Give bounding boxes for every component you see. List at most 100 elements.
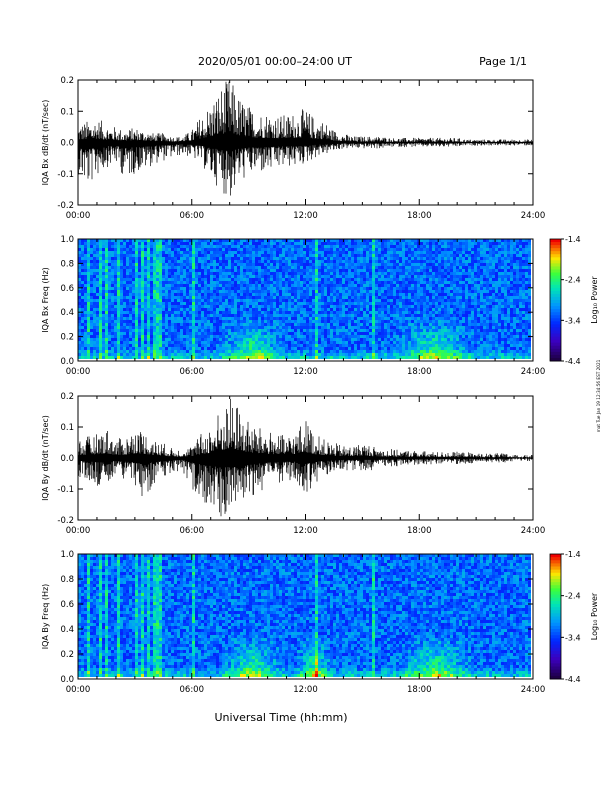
- spectrogram-cell: [351, 317, 354, 320]
- spectrogram-cell: [204, 323, 207, 326]
- spectrogram-cell: [327, 308, 330, 311]
- spectrogram-cell: [180, 287, 183, 290]
- spectrogram-cell: [411, 257, 414, 260]
- spectrogram-cell: [429, 326, 432, 329]
- spectrogram-cell: [159, 302, 162, 305]
- spectrogram-cell: [441, 290, 444, 293]
- spectrogram-cell: [177, 254, 180, 257]
- spectrogram-cell: [351, 311, 354, 314]
- spectrogram-cell: [270, 272, 273, 275]
- spectrogram-cell: [345, 272, 348, 275]
- spectrogram-cell: [429, 311, 432, 314]
- spectrogram-cell: [417, 326, 420, 329]
- spectrogram-cell: [393, 293, 396, 296]
- spectrogram-cell: [405, 314, 408, 317]
- spectrogram-cell: [189, 251, 192, 254]
- spectrogram-cell: [318, 335, 321, 338]
- spectrogram-cell: [342, 299, 345, 302]
- spectrogram-cell: [258, 338, 261, 341]
- spectrogram-cell: [420, 251, 423, 254]
- spectrogram-cell: [168, 311, 171, 314]
- spectrogram-cell: [141, 326, 144, 329]
- spectrogram-cell: [336, 278, 339, 281]
- spectrogram-cell: [444, 320, 447, 323]
- spectrogram-cell: [420, 350, 423, 353]
- spectrogram-cell: [186, 245, 189, 248]
- spectrogram-cell: [432, 305, 435, 308]
- spectrogram-cell: [153, 329, 156, 332]
- spectrogram-cell: [351, 350, 354, 353]
- spectrogram-cell: [441, 248, 444, 251]
- spectrogram-cell: [420, 329, 423, 332]
- spectrogram-cell: [279, 305, 282, 308]
- spectrogram-cell: [363, 251, 366, 254]
- spectrogram-cell: [150, 263, 153, 266]
- spectrogram-cell: [153, 269, 156, 272]
- spectrogram-cell: [159, 344, 162, 347]
- spectrogram-cell: [357, 254, 360, 257]
- spectrogram-cell: [147, 332, 150, 335]
- spectrogram-cell: [210, 248, 213, 251]
- spectrogram-cell: [141, 335, 144, 338]
- spectrogram-cell: [420, 245, 423, 248]
- spectrogram-cell: [192, 302, 195, 305]
- spectrogram-cell: [291, 287, 294, 290]
- spectrogram-cell: [369, 329, 372, 332]
- spectrogram-cell: [90, 311, 93, 314]
- spectrogram-cell: [384, 314, 387, 317]
- spectrogram-cell: [228, 290, 231, 293]
- spectrogram-cell: [129, 296, 132, 299]
- spectrogram-cell: [321, 335, 324, 338]
- spectrogram-cell: [387, 308, 390, 311]
- spectrogram-cell: [342, 317, 345, 320]
- spectrogram-cell: [117, 302, 120, 305]
- spectrogram-cell: [399, 272, 402, 275]
- spectrogram-cell: [261, 266, 264, 269]
- spectrogram-cell: [180, 320, 183, 323]
- spectrogram-cell: [102, 356, 105, 359]
- spectrogram-cell: [219, 323, 222, 326]
- spectrogram-cell: [306, 317, 309, 320]
- spectrogram-cell: [288, 248, 291, 251]
- spectrogram-cell: [279, 263, 282, 266]
- spectrogram-cell: [129, 356, 132, 359]
- spectrogram-cell: [189, 269, 192, 272]
- spectrogram-cell: [402, 257, 405, 260]
- spectrogram-cell: [123, 245, 126, 248]
- spectrogram-cell: [102, 350, 105, 353]
- spectrogram-cell: [213, 266, 216, 269]
- spectrogram-cell: [435, 275, 438, 278]
- spectrogram-cell: [357, 278, 360, 281]
- spectrogram-cell: [321, 242, 324, 245]
- spectrogram-cell: [126, 272, 129, 275]
- spectrogram-cell: [225, 290, 228, 293]
- spectrogram-cell: [201, 245, 204, 248]
- spectrogram-cell: [147, 305, 150, 308]
- spectrogram-cell: [279, 281, 282, 284]
- spectrogram-cell: [300, 254, 303, 257]
- spectrogram-cell: [273, 284, 276, 287]
- spectrogram-cell: [156, 326, 159, 329]
- spectrogram-cell: [147, 284, 150, 287]
- spectrogram-cell: [351, 338, 354, 341]
- spectrogram-cell: [354, 341, 357, 344]
- spectrogram-cell: [228, 266, 231, 269]
- spectrogram-cell: [273, 263, 276, 266]
- spectrogram-cell: [333, 269, 336, 272]
- spectrogram-cell: [90, 293, 93, 296]
- spectrogram-cell: [156, 245, 159, 248]
- spectrogram-cell: [120, 335, 123, 338]
- spectrogram-cell: [102, 338, 105, 341]
- spectrogram-cell: [108, 320, 111, 323]
- spectrogram-cell: [360, 341, 363, 344]
- spectrogram-cell: [426, 242, 429, 245]
- spectrogram-cell: [276, 278, 279, 281]
- spectrogram-cell: [111, 338, 114, 341]
- spectrogram-cell: [414, 347, 417, 350]
- spectrogram-cell: [156, 341, 159, 344]
- spectrogram-cell: [90, 266, 93, 269]
- spectrogram-cell: [282, 299, 285, 302]
- spectrogram-cell: [417, 314, 420, 317]
- spectrogram-cell: [207, 245, 210, 248]
- spectrogram-cell: [201, 275, 204, 278]
